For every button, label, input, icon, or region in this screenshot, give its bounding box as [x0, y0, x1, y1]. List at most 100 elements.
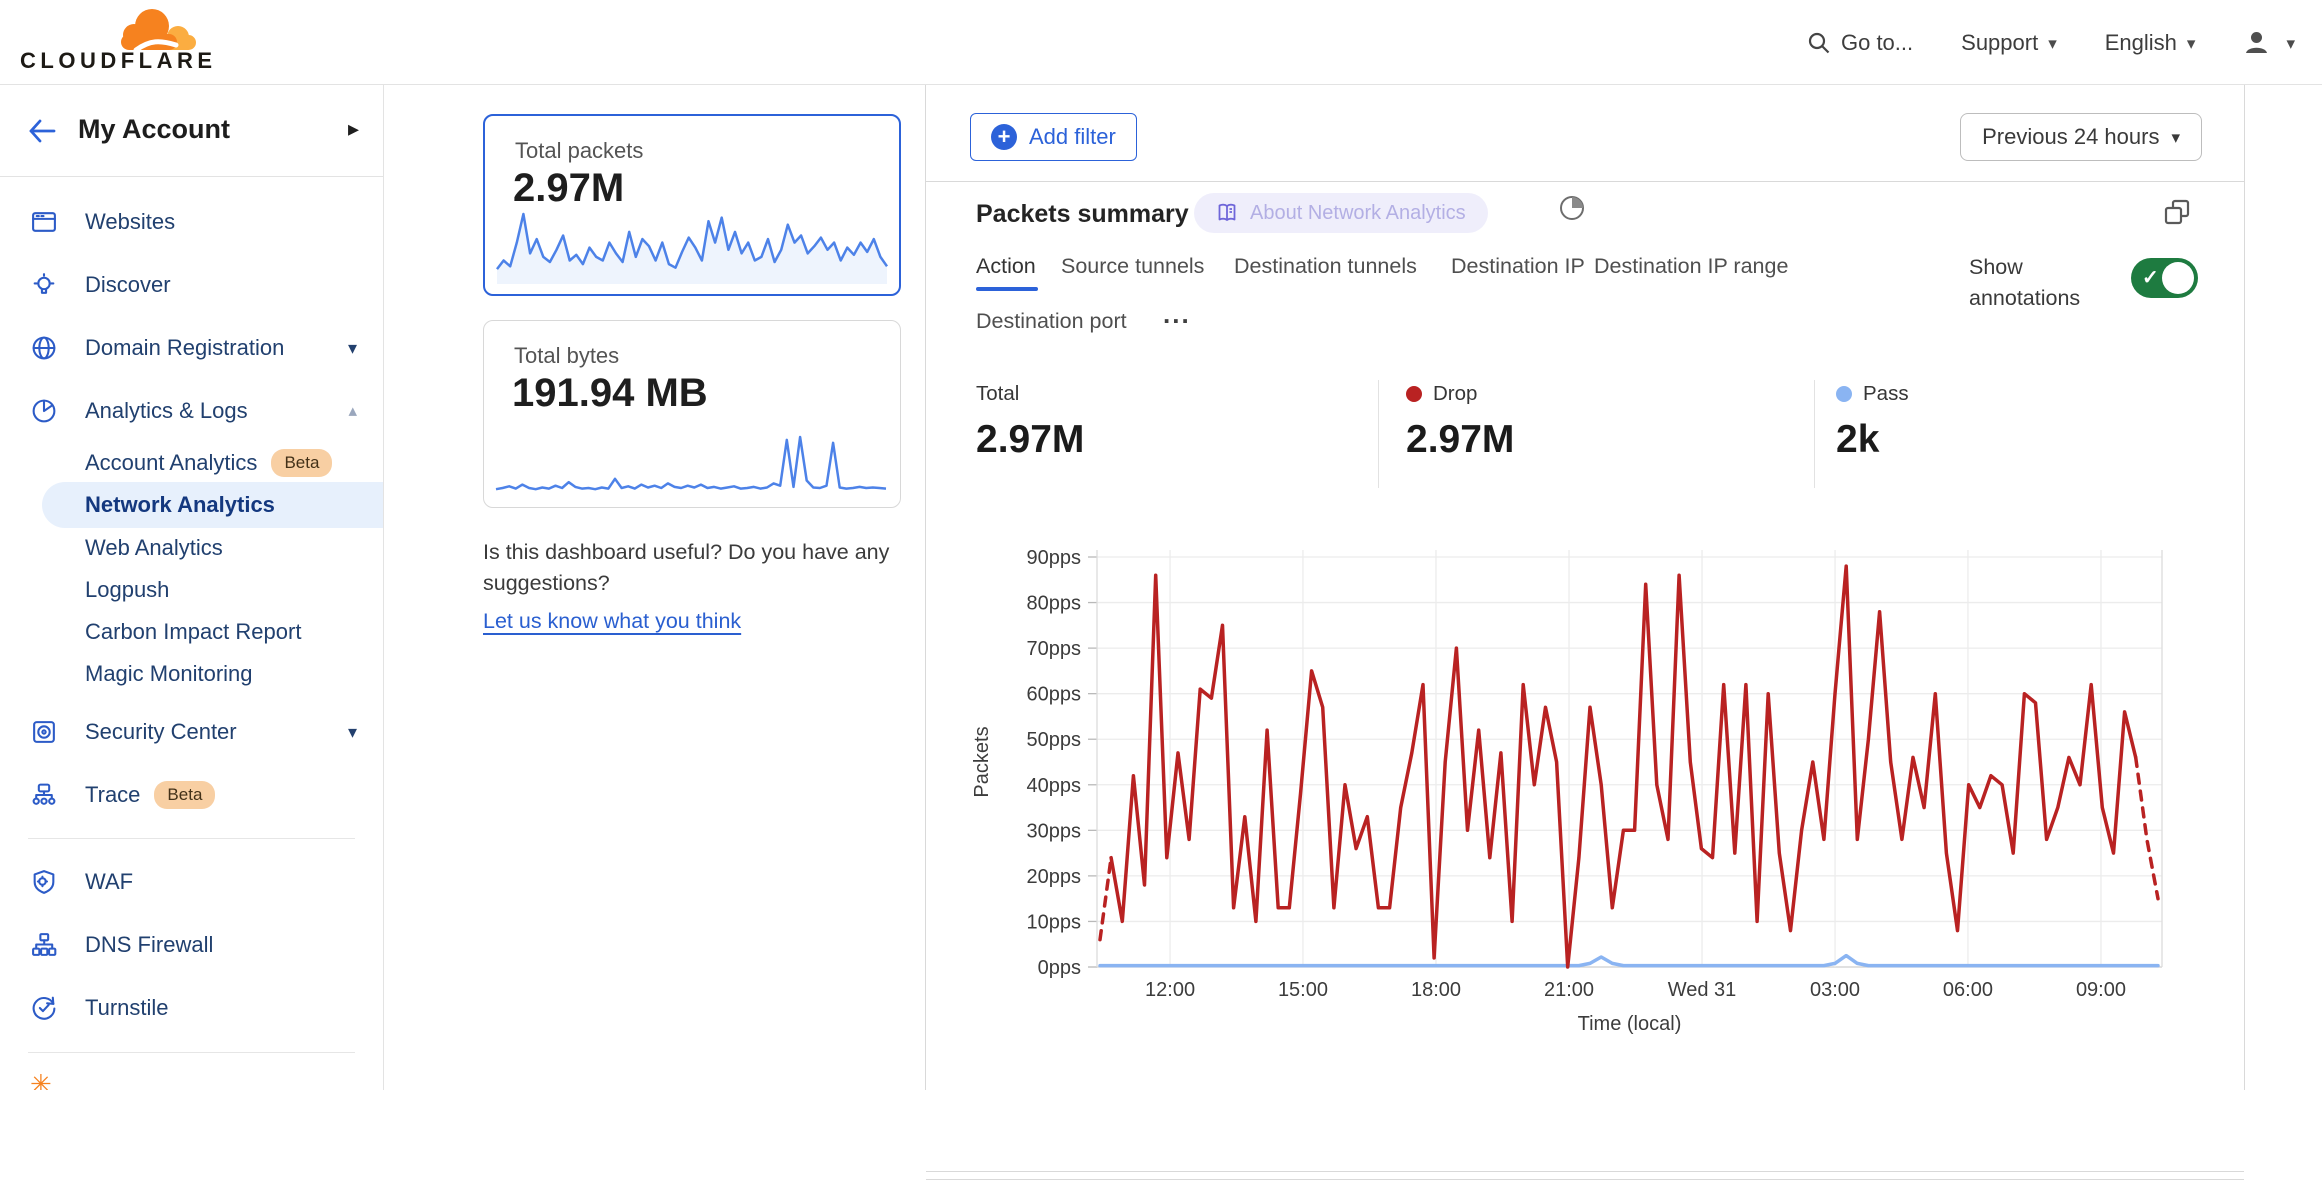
svg-text:09:00: 09:00 — [2076, 979, 2126, 1001]
metric-value: 191.94 MB — [512, 371, 708, 415]
sidebar-item-web-analytics[interactable]: Web Analytics — [85, 535, 223, 560]
tab-destination-port[interactable]: Destination port — [976, 309, 1127, 333]
globe-icon — [30, 334, 58, 362]
total-packets-sparkline — [496, 212, 889, 284]
back-arrow-icon[interactable] — [26, 115, 58, 147]
chevron-right-icon[interactable]: ▸ — [347, 116, 359, 141]
stat-divider — [1378, 380, 1379, 488]
feedback-link[interactable]: Let us know what you think — [483, 609, 742, 633]
svg-text:30pps: 30pps — [1027, 820, 1082, 842]
sidebar: My Account ▸ Websites Discover Domain Re… — [0, 85, 384, 1090]
metric-value: 2.97M — [513, 166, 625, 210]
sidebar-item-account-analytics[interactable]: Account Analytics Beta — [0, 440, 383, 486]
sidebar-item-logpush[interactable]: Logpush — [85, 577, 170, 602]
pie-chart-icon — [30, 397, 58, 425]
stat-value: 2.97M — [1406, 418, 1515, 461]
sidebar-item-partial[interactable]: ✳ — [0, 1062, 383, 1090]
svg-text:12:00: 12:00 — [1145, 979, 1195, 1001]
sidebar-item-turnstile[interactable]: Turnstile — [0, 985, 383, 1031]
support-label: Support — [1961, 29, 2039, 55]
active-tab-underline — [976, 287, 1038, 291]
top-header: CLOUDFLARE Go to... Support ▾ English ▾ … — [0, 0, 2322, 85]
sidebar-item-dns-firewall[interactable]: DNS Firewall — [0, 922, 383, 968]
chevron-up-icon[interactable]: ▴ — [348, 401, 357, 420]
feedback-block: Is this dashboard useful? Do you have an… — [483, 537, 919, 637]
drop-legend-dot — [1406, 386, 1422, 402]
tabs-overflow-button[interactable]: ... — [1163, 299, 1191, 329]
expand-panel-icon[interactable] — [2162, 197, 2192, 227]
sidebar-divider — [28, 1052, 355, 1053]
spark-icon: ✳ — [30, 1069, 52, 1090]
sidebar-item-analytics-logs[interactable]: Analytics & Logs ▴ — [0, 388, 383, 434]
sidebar-item-security-center[interactable]: Security Center ▾ — [0, 709, 383, 755]
sidebar-item-waf[interactable]: WAF — [0, 859, 383, 905]
svg-text:18:00: 18:00 — [1411, 979, 1461, 1001]
trace-flow-icon — [30, 781, 58, 809]
stat-total: Total 2.97M — [976, 382, 1084, 462]
total-bytes-sparkline — [495, 435, 887, 491]
cloudflare-logo[interactable]: CLOUDFLARE — [18, 6, 212, 78]
chevron-down-icon: ▾ — [2171, 128, 2180, 147]
cloudflare-wordmark: CLOUDFLARE — [20, 48, 217, 73]
svg-text:Wed 31: Wed 31 — [1668, 979, 1737, 1001]
show-annotations-toggle[interactable]: ✓ — [2131, 258, 2198, 298]
plus-icon: + — [991, 124, 1017, 150]
svg-text:70pps: 70pps — [1027, 638, 1082, 660]
check-icon: ✓ — [2142, 267, 2159, 289]
go-to-search[interactable]: Go to... — [1807, 30, 1913, 56]
stat-value: 2.97M — [976, 418, 1085, 461]
chevron-down-icon: ▾ — [2048, 33, 2057, 53]
total-bytes-card[interactable]: Total bytes 191.94 MB — [483, 320, 901, 508]
about-network-analytics-pill[interactable]: About Network Analytics — [1194, 193, 1488, 233]
sidebar-item-magic-monitoring[interactable]: Magic Monitoring — [85, 661, 253, 686]
stat-divider — [1814, 380, 1815, 488]
chevron-down-icon[interactable]: ▾ — [347, 337, 357, 358]
tab-destination-ip-range[interactable]: Destination IP range — [1594, 254, 1789, 278]
time-range-select[interactable]: Previous 24 hours ▾ — [1960, 113, 2202, 161]
support-menu[interactable]: Support ▾ — [1961, 30, 2057, 56]
cloudflare-cloud-icon — [121, 9, 196, 53]
sidebar-item-websites[interactable]: Websites — [0, 199, 383, 245]
svg-text:80pps: 80pps — [1027, 593, 1082, 615]
user-icon — [2246, 32, 2268, 53]
pie-chart-icon[interactable] — [1558, 194, 1586, 222]
pass-legend-dot — [1836, 386, 1852, 402]
lightbulb-icon — [30, 271, 58, 299]
svg-text:03:00: 03:00 — [1810, 979, 1860, 1001]
toggle-knob — [2162, 262, 2194, 294]
show-annotations-label: Show annotations — [1969, 255, 2081, 310]
svg-text:10pps: 10pps — [1027, 911, 1082, 933]
total-packets-card[interactable]: Total packets 2.97M — [483, 114, 901, 296]
account-name: My Account — [78, 114, 231, 144]
stat-value: 2k — [1836, 418, 1880, 461]
sidebar-item-carbon-impact-report[interactable]: Carbon Impact Report — [85, 619, 302, 644]
sidebar-item-domain-registration[interactable]: Domain Registration ▾ — [0, 325, 383, 371]
metrics-column: Total packets 2.97M Total bytes 191.94 M… — [385, 85, 925, 1090]
safe-icon — [30, 718, 58, 746]
stat-label: Drop — [1433, 382, 1478, 405]
language-menu[interactable]: English ▾ — [2105, 30, 2196, 56]
svg-text:20pps: 20pps — [1027, 866, 1082, 888]
svg-text:06:00: 06:00 — [1943, 979, 1993, 1001]
header-nav: Go to... Support ▾ English ▾ ▾ — [1807, 0, 2295, 85]
chevron-down-icon: ▾ — [2286, 33, 2295, 53]
account-menu[interactable]: ▾ — [2243, 29, 2295, 56]
chevron-down-icon[interactable]: ▾ — [347, 721, 357, 742]
svg-text:60pps: 60pps — [1027, 684, 1082, 706]
tab-action[interactable]: Action — [976, 254, 1036, 278]
add-filter-button[interactable]: + Add filter — [970, 113, 1137, 161]
tab-source-tunnels[interactable]: Source tunnels — [1061, 254, 1205, 278]
panel-bottom-border — [926, 1171, 2244, 1172]
stat-label: Pass — [1863, 382, 1909, 405]
sidebar-item-discover[interactable]: Discover — [0, 262, 383, 308]
tab-destination-tunnels[interactable]: Destination tunnels — [1234, 254, 1417, 278]
packets-time-series-chart: 0pps 10pps 20pps 30pps 40pps 50pps 60pps 70pps 8… — [971, 547, 2163, 1035]
beta-badge: Beta — [271, 449, 333, 477]
sidebar-item-trace[interactable]: Trace Beta — [0, 772, 383, 818]
filter-toolbar: + Add filter Previous 24 hours ▾ — [926, 85, 2244, 182]
tab-destination-ip[interactable]: Destination IP — [1451, 254, 1585, 278]
shield-gear-icon — [30, 868, 58, 896]
stat-label: Total — [976, 382, 1020, 405]
sidebar-item-network-analytics[interactable]: Network Analytics — [42, 482, 383, 528]
account-switcher[interactable]: My Account ▸ — [0, 85, 383, 177]
